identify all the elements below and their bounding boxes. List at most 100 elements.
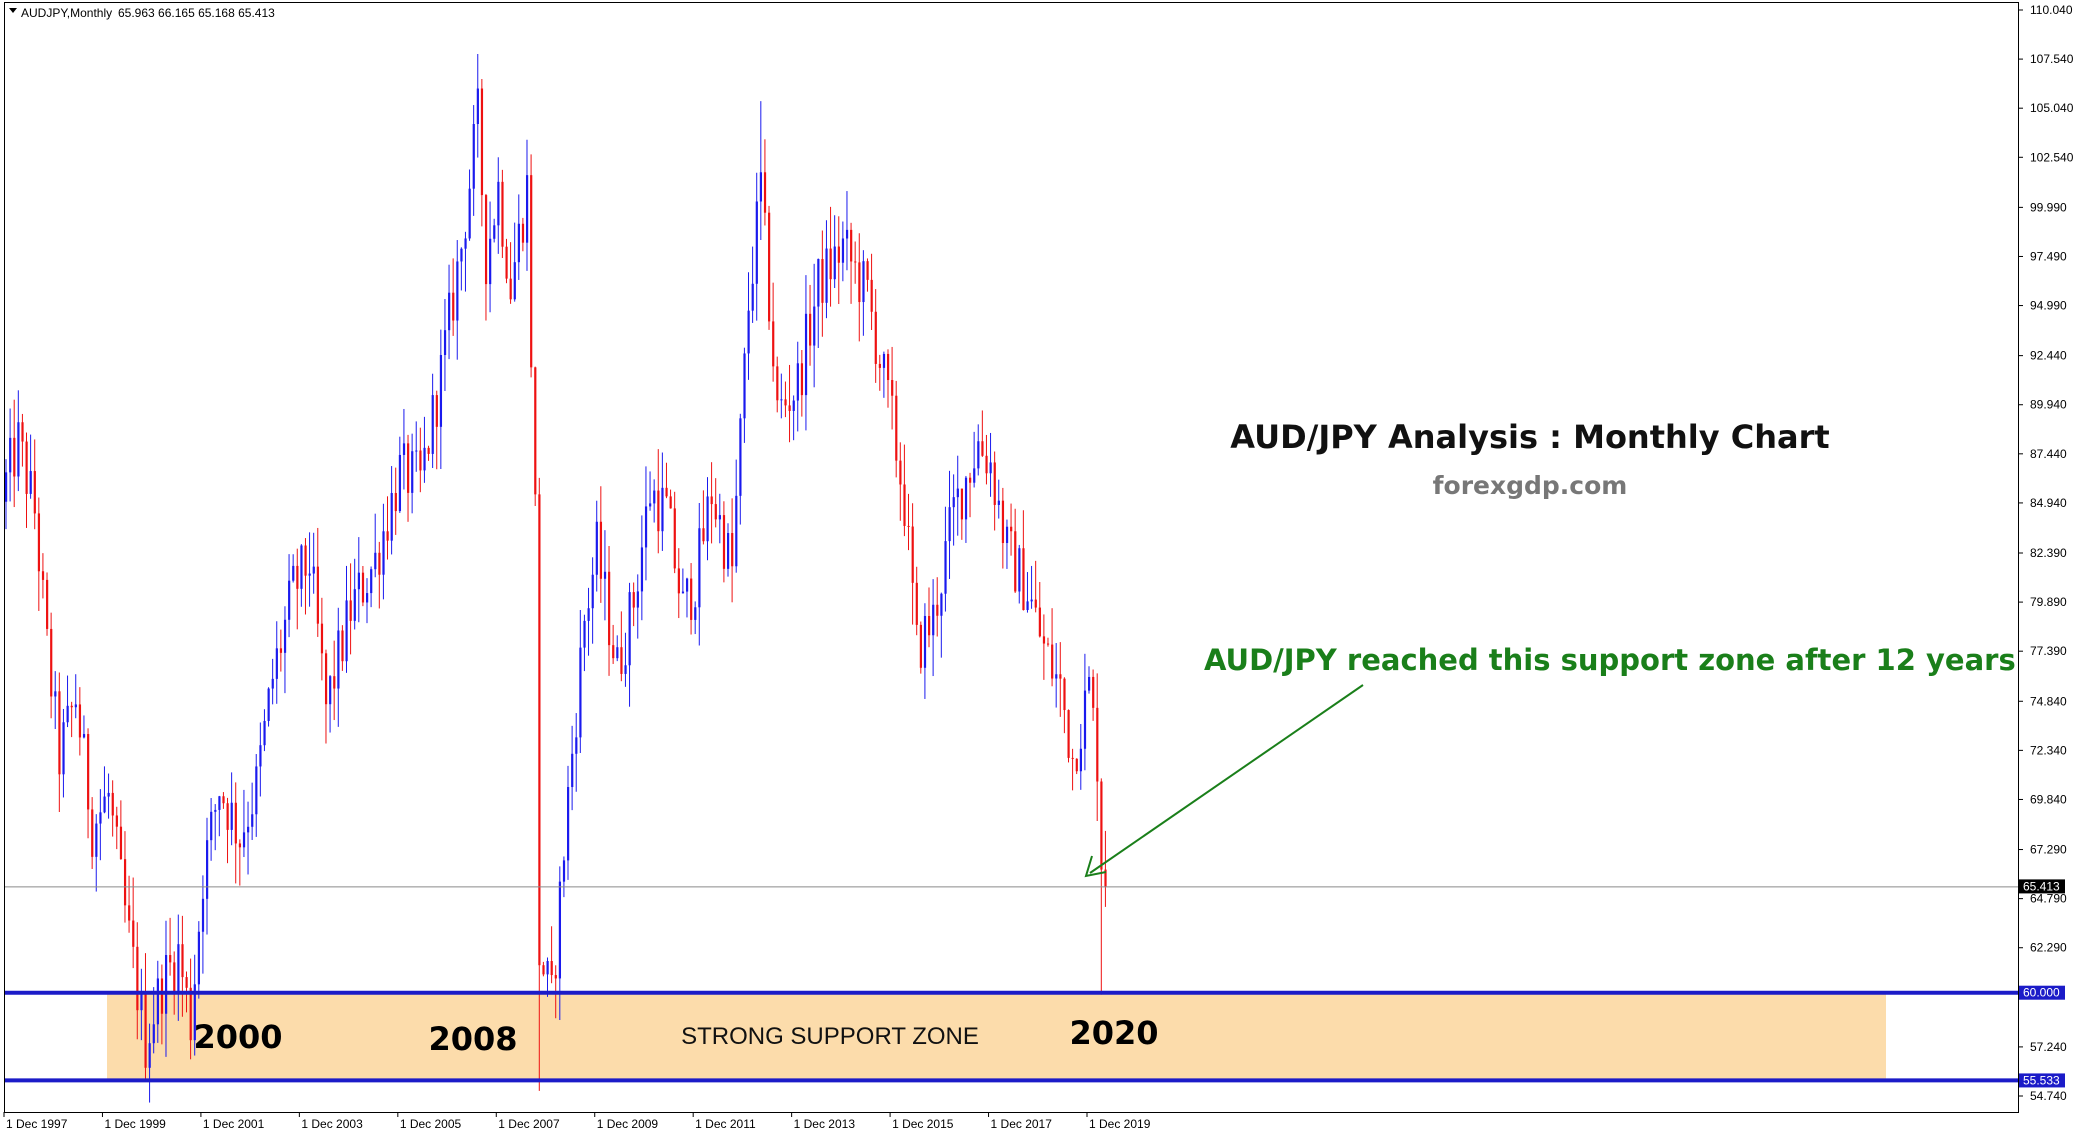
- candle-body: [292, 565, 295, 581]
- candle-body: [439, 355, 443, 427]
- candle-body: [1005, 526, 1009, 544]
- price-tick-label: 69.840: [2030, 792, 2067, 806]
- candle-body: [833, 246, 836, 280]
- candle-body: [1067, 710, 1070, 758]
- candle-body: [386, 531, 389, 541]
- candle-body: [37, 513, 41, 572]
- candle-body: [579, 647, 582, 738]
- candle-body: [759, 172, 763, 202]
- candle-body: [443, 330, 447, 356]
- price-tag-label: 60.000: [2023, 986, 2060, 1000]
- candle-body: [525, 175, 529, 243]
- candle-body: [956, 488, 959, 498]
- candle-body: [70, 705, 73, 708]
- price-tick-label: 54.740: [2030, 1089, 2067, 1103]
- candle-body: [538, 494, 541, 966]
- candle-body: [1088, 676, 1091, 691]
- candle-body: [780, 399, 783, 401]
- candle-body: [296, 565, 299, 589]
- candle-body: [788, 405, 791, 411]
- candle-body: [136, 946, 139, 1011]
- candle-body: [891, 380, 894, 396]
- candle-body: [784, 399, 787, 406]
- time-tick-label: 1 Dec 2001: [203, 1117, 265, 1131]
- time-tick-label: 1 Dec 1999: [104, 1117, 166, 1131]
- candle-body: [583, 620, 586, 648]
- candle-body: [74, 704, 77, 708]
- candle-body: [768, 212, 771, 322]
- price-tick-label: 92.440: [2030, 349, 2067, 363]
- price-tick-label: 72.340: [2030, 743, 2067, 757]
- candle-body: [279, 648, 283, 653]
- candle-body: [628, 592, 631, 666]
- candle-body: [534, 367, 537, 495]
- candle-body: [985, 455, 988, 474]
- candle-body: [546, 961, 549, 975]
- candle-body: [17, 422, 20, 477]
- candle-body: [854, 261, 857, 263]
- candle-body: [977, 441, 980, 469]
- time-axis: 1 Dec 1997 1 Dec 1999 1 Dec 2001 1 Dec 2003…: [3, 1112, 1151, 1131]
- candle-body: [993, 462, 996, 505]
- website-label: forexgdp.com: [1433, 471, 1628, 500]
- chart-header: AUDJPY,Monthly 65.963 66.165 65.168 65.4…: [9, 6, 275, 20]
- candle-body: [91, 809, 94, 857]
- candle-body: [919, 624, 923, 668]
- candle-body: [169, 955, 172, 963]
- candle-body: [772, 321, 775, 367]
- candle-body: [1030, 599, 1033, 602]
- candle-body: [128, 905, 131, 921]
- candle-body: [234, 802, 237, 844]
- year-label-2020: 2020: [1069, 1014, 1158, 1052]
- candle-body: [575, 737, 578, 754]
- time-tick-label: 1 Dec 2007: [498, 1117, 560, 1131]
- candle-body: [411, 451, 414, 493]
- candle-body: [177, 944, 180, 992]
- candle-body: [595, 521, 598, 575]
- candle-body: [821, 259, 824, 303]
- candle-body: [800, 363, 804, 396]
- candle-body: [123, 859, 127, 906]
- candle-body: [119, 826, 123, 860]
- dropdown-triangle-icon[interactable]: [9, 8, 17, 13]
- candle-body: [156, 978, 159, 1025]
- candle-body: [210, 811, 213, 841]
- candle-body: [644, 506, 648, 548]
- candle-body: [62, 722, 65, 775]
- candle-body: [50, 628, 53, 697]
- candle-body: [923, 615, 927, 668]
- candle-body: [714, 504, 717, 520]
- candle-body: [251, 814, 254, 827]
- candle-body: [882, 353, 886, 368]
- candle-body: [378, 552, 381, 575]
- candle-body: [308, 573, 311, 576]
- candle-body: [1014, 531, 1017, 592]
- candle-body: [148, 1043, 151, 1068]
- analysis-title: AUD/JPY Analysis : Monthly Chart: [1230, 418, 1829, 456]
- candle-body: [333, 676, 336, 689]
- candle-body: [694, 607, 697, 620]
- candle-body: [144, 993, 147, 1068]
- candle-body: [747, 310, 750, 354]
- candle-body: [370, 569, 373, 594]
- candle-body: [1001, 500, 1005, 544]
- callout-arrow: [1084, 684, 1364, 878]
- candle-body: [813, 306, 816, 346]
- candle-body: [669, 496, 672, 509]
- candle-body: [472, 124, 475, 189]
- candle-body: [636, 591, 639, 608]
- candle-body: [936, 604, 939, 616]
- candle-body: [517, 223, 520, 263]
- candle-body: [997, 500, 1000, 505]
- candle-body: [82, 734, 86, 738]
- candle-body: [259, 745, 262, 767]
- candle-body: [829, 248, 832, 280]
- candle-body: [981, 441, 984, 456]
- candle-body: [911, 526, 914, 583]
- candle-body: [464, 238, 467, 249]
- candle-body: [727, 533, 730, 569]
- candle-body: [218, 796, 221, 810]
- time-tick-label: 1 Dec 2003: [301, 1117, 363, 1131]
- candle-body: [468, 188, 471, 239]
